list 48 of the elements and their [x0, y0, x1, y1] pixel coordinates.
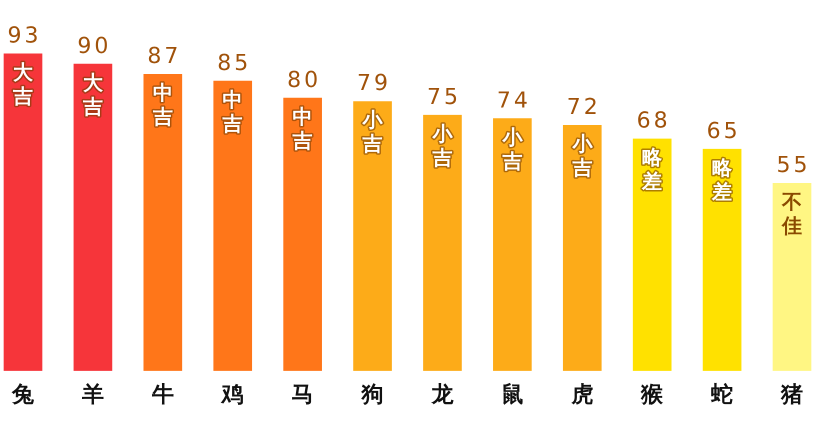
data-label: 80 [287, 68, 322, 93]
x-tick-label: 虎 [570, 382, 594, 408]
annotation: 小吉 [571, 132, 594, 180]
x-tick-label: 羊 [80, 382, 104, 408]
data-label: 85 [217, 50, 252, 76]
x-tick-label: 马 [292, 382, 314, 408]
data-label: 79 [357, 71, 392, 96]
bar [213, 80, 252, 371]
bar [562, 125, 602, 371]
bar [4, 54, 42, 371]
bar [493, 118, 532, 371]
x-tick-label: 牛 [150, 382, 174, 408]
data-label: 75 [426, 84, 461, 110]
x-tick-label: 猴 [640, 382, 664, 408]
x-tick-label: 狗 [360, 382, 384, 408]
annotation: 不佳 [781, 189, 802, 238]
annotation: 小吉 [501, 124, 524, 173]
x-tick-label: 猪 [780, 382, 803, 408]
annotation: 略差 [641, 145, 664, 194]
bar [143, 74, 182, 371]
annotation: 大吉 [12, 60, 34, 108]
data-label: 87 [147, 44, 182, 69]
x-tick-label: 鸡 [220, 382, 244, 408]
bar [353, 101, 392, 371]
x-tick-label: 龙 [430, 382, 454, 408]
annotation: 中吉 [222, 87, 243, 136]
bar [772, 182, 812, 371]
bar [423, 114, 462, 371]
annotation: 中吉 [152, 80, 173, 128]
annotation: 中吉 [292, 104, 313, 152]
data-label: 65 [706, 118, 741, 144]
bar [632, 138, 672, 371]
data-label: 72 [566, 95, 601, 120]
annotation: 大吉 [82, 70, 104, 118]
data-label: 90 [77, 34, 112, 59]
annotation: 略差 [711, 155, 734, 204]
bar [283, 98, 322, 371]
data-label: 74 [496, 88, 531, 114]
data-label: 93 [8, 24, 42, 49]
annotation: 小吉 [362, 108, 384, 156]
x-tick-label: 蛇 [710, 382, 734, 408]
bar [74, 64, 112, 371]
x-tick-label: 鼠 [501, 382, 524, 408]
data-label: 55 [776, 152, 810, 178]
data-label: 68 [636, 108, 671, 134]
annotation: 小吉 [431, 121, 454, 170]
bar [702, 148, 742, 371]
x-tick-label: 兔 [11, 382, 34, 408]
